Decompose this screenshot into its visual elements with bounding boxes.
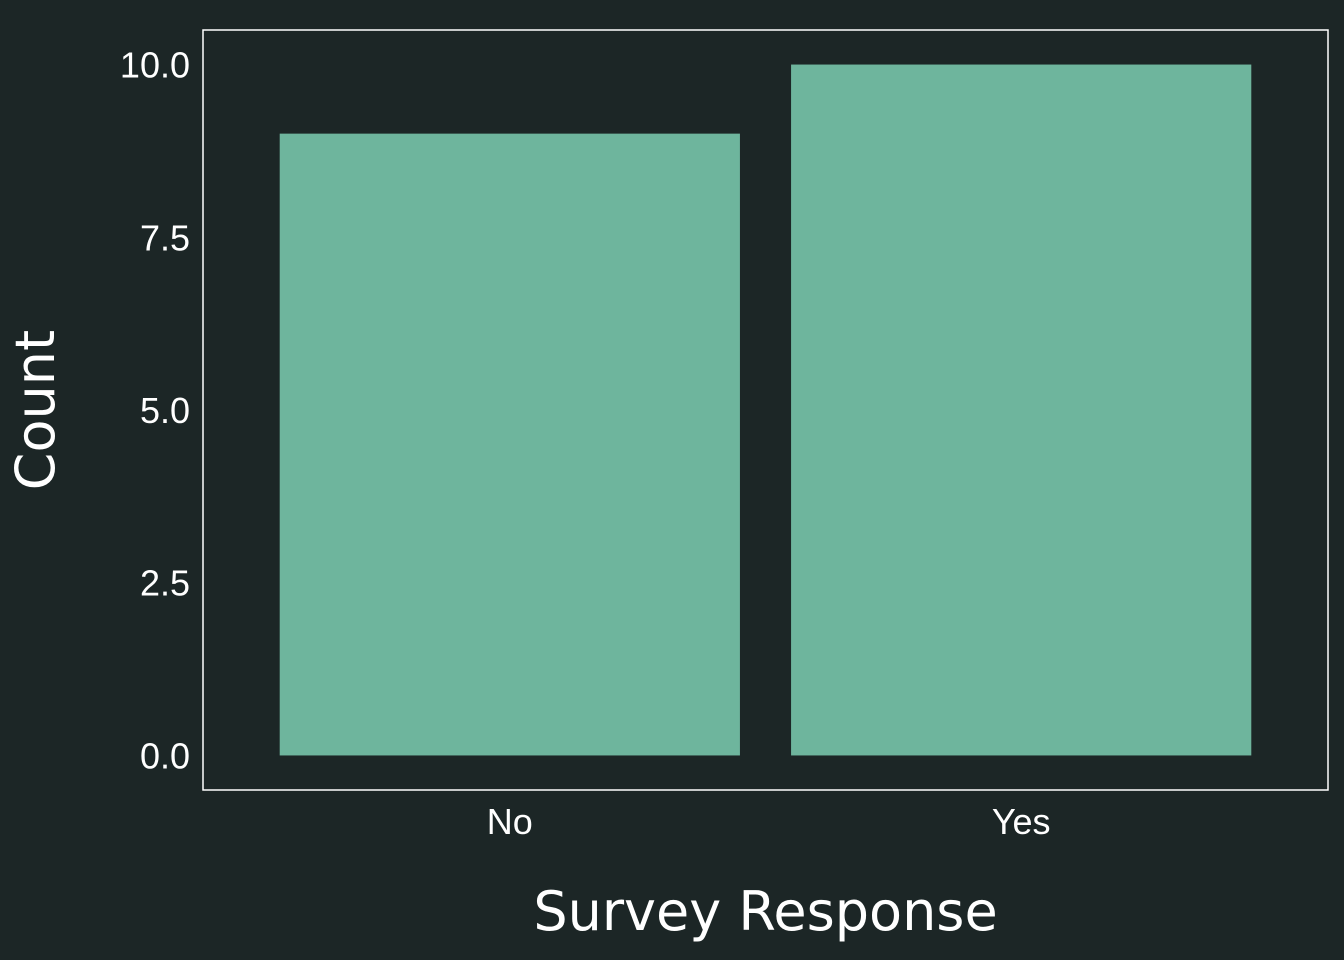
y-axis-title: Count: [4, 330, 67, 490]
x-tick-label-no: No: [487, 801, 533, 842]
bar-yes: [791, 64, 1252, 756]
x-tick-label-yes: Yes: [992, 801, 1051, 842]
plot-frame: [202, 29, 1329, 791]
bars-group: [279, 64, 1252, 756]
y-tick-label: 0.0: [140, 735, 190, 776]
y-tick-label: 2.5: [140, 563, 190, 604]
y-tick-label: 5.0: [140, 390, 190, 431]
y-tick-label: 10.0: [120, 45, 190, 86]
x-axis-title: Survey Response: [533, 880, 997, 943]
bar-no: [279, 133, 740, 756]
y-axis-ticks: 0.0 2.5 5.0 7.5 10.0: [120, 45, 190, 777]
y-tick-label: 7.5: [140, 217, 190, 258]
x-axis-ticks: No Yes: [487, 801, 1051, 842]
